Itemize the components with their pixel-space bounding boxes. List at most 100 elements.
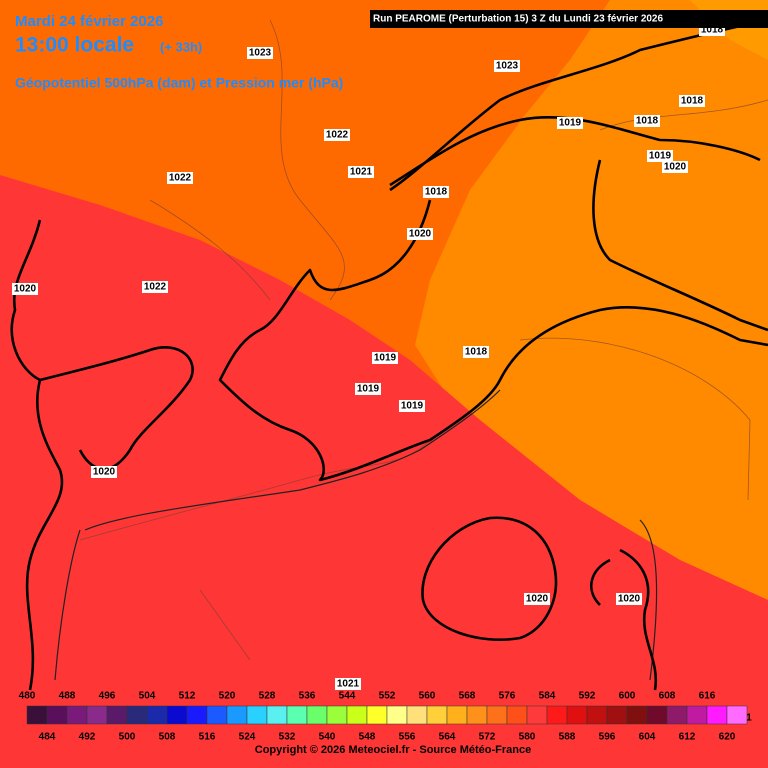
isobar-label-bg xyxy=(423,186,449,198)
colorbar-label: 580 xyxy=(519,732,536,743)
isobar-label-bg xyxy=(372,352,398,364)
isobar-label-bg xyxy=(407,228,433,240)
isobar xyxy=(10,219,194,691)
colorbar-label: 492 xyxy=(79,732,96,743)
colorbar-edge-label: 1 xyxy=(746,713,752,724)
colorbar-label: 536 xyxy=(299,691,316,702)
colorbar-label: 608 xyxy=(659,691,676,702)
colorbar-swatch xyxy=(686,705,708,725)
isobar-label: 1018 xyxy=(465,347,488,358)
colorbar-label: 484 xyxy=(39,732,56,743)
isobar-label-bg xyxy=(355,383,381,395)
isobar-label-bg xyxy=(335,678,361,690)
run-box xyxy=(370,10,768,28)
isobar-label: 1019 xyxy=(401,401,424,412)
colorbar-swatch xyxy=(206,705,228,725)
isobar-label-bg xyxy=(463,346,489,358)
colorbar-label: 604 xyxy=(639,732,656,743)
border-lines xyxy=(79,19,768,661)
colorbar-swatch xyxy=(466,705,488,725)
isobar xyxy=(218,199,768,482)
colorbar-label: 540 xyxy=(319,732,336,743)
colorbar-swatch xyxy=(646,705,668,725)
colorbar-swatch xyxy=(86,705,108,725)
colorbar-label: 512 xyxy=(179,691,196,702)
colorbar-label: 488 xyxy=(59,691,76,702)
isobar-label-bg xyxy=(91,466,117,478)
isobar-label: 1018 xyxy=(636,116,659,127)
isobar-label: 1021 xyxy=(337,679,360,690)
colorbar-label: 480 xyxy=(19,691,36,702)
colorbar-label: 516 xyxy=(199,732,216,743)
isobar-label: 1021 xyxy=(350,167,373,178)
isobar-label-bg xyxy=(647,150,673,162)
colorbar: 480 488 496 504 512 520 528 536 544 552 560 568 576 5… xyxy=(19,691,753,743)
isobar-label: 1018 xyxy=(425,187,448,198)
colorbar-label: 596 xyxy=(599,732,616,743)
colorbar-swatch xyxy=(446,705,468,725)
colorbar-swatch xyxy=(506,705,528,725)
colorbar-swatch xyxy=(66,705,88,725)
colorbar-label: 600 xyxy=(619,691,636,702)
isobar-label: 1018 xyxy=(701,25,724,36)
colorbar-swatch xyxy=(406,705,428,725)
colorbar-label: 572 xyxy=(479,732,496,743)
colorbar-swatch xyxy=(426,705,448,725)
colorbar-swatch xyxy=(146,705,168,725)
colorbar-swatch xyxy=(126,705,148,725)
isobar-labels: 1023 1023 1018 1022 1019 1018 1018 1021 1018 1022… xyxy=(12,24,725,690)
isobar-label-bg xyxy=(247,47,273,59)
colorbar-label: 612 xyxy=(679,732,696,743)
colorbar-label: 620 xyxy=(719,732,736,743)
colorbar-label: 564 xyxy=(439,732,456,743)
colorbar-swatch xyxy=(246,705,268,725)
colorbar-label: 500 xyxy=(119,732,136,743)
colorbar-label: 520 xyxy=(219,691,236,702)
colorbar-label: 576 xyxy=(499,691,516,702)
colorbar-swatch xyxy=(666,705,688,725)
isobar-label: 1019 xyxy=(649,151,672,162)
colorbar-label: 592 xyxy=(579,691,596,702)
colorbar-label: 552 xyxy=(379,691,396,702)
coastline xyxy=(54,389,658,681)
colorbar-swatch xyxy=(586,705,608,725)
time: 13:00 locale xyxy=(15,34,134,57)
isobar-label: 1022 xyxy=(326,130,349,141)
isobar-label: 1020 xyxy=(409,229,432,240)
colorbar-swatch xyxy=(706,705,728,725)
colorbar-swatch xyxy=(546,705,568,725)
isobar-label-bg xyxy=(557,117,583,129)
isobar-label: 1022 xyxy=(169,173,192,184)
field-red xyxy=(0,175,768,768)
colorbar-swatch xyxy=(726,705,748,725)
colorbar-label: 548 xyxy=(359,732,376,743)
isobar-label: 1022 xyxy=(144,282,167,293)
colorbar-swatch xyxy=(626,705,648,725)
isobar-label-bg xyxy=(142,281,168,293)
isobar-label-bg xyxy=(167,172,193,184)
isobar-label: 1020 xyxy=(14,284,37,295)
colorbar-swatch xyxy=(346,705,368,725)
colorbar-swatch xyxy=(566,705,588,725)
colorbar-swatch xyxy=(166,705,188,725)
colorbar-label: 616 xyxy=(699,691,716,702)
isobar xyxy=(421,516,558,641)
isobar-label-bg xyxy=(348,166,374,178)
isobar-label-bg xyxy=(662,161,688,173)
colorbar-swatch xyxy=(526,705,548,725)
isobar-label: 1019 xyxy=(559,118,582,129)
isobar-label: 1018 xyxy=(681,96,704,107)
colorbar-swatch xyxy=(106,705,128,725)
colorbar-label: 496 xyxy=(99,691,116,702)
isobar-label-bg xyxy=(399,400,425,412)
isobar xyxy=(592,159,768,332)
colorbar-label: 584 xyxy=(539,691,556,702)
colorbar-swatch xyxy=(606,705,628,725)
colorbar-label: 524 xyxy=(239,732,256,743)
isobar-label: 1023 xyxy=(249,48,272,59)
colorbar-swatch xyxy=(306,705,328,725)
colorbar-swatch xyxy=(326,705,348,725)
field-light-orange xyxy=(415,0,768,600)
colorbar-label: 508 xyxy=(159,732,176,743)
